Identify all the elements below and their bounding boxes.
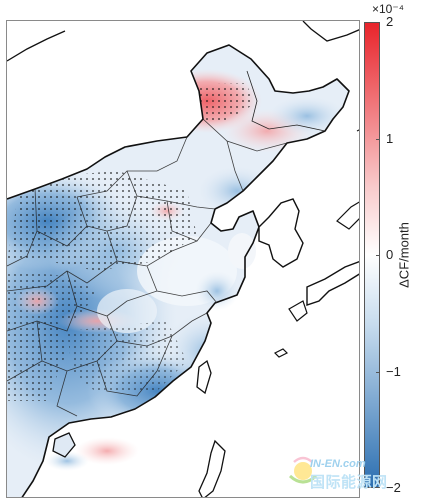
island-coastline: [356, 129, 359, 132]
anomaly-map: [7, 21, 359, 497]
japan-coastline: [336, 201, 359, 230]
korea-coastline: [258, 198, 304, 268]
japan-coastline: [288, 300, 308, 322]
watermark-site: IN-EN.com: [310, 458, 366, 470]
taiwan-coastline: [196, 359, 212, 395]
colorbar-tick-label: 2: [386, 14, 394, 29]
colorbar-tick-mark: [376, 371, 380, 373]
colorbar-exponent-label: ×10⁻⁴: [372, 2, 404, 16]
colorbar-tick-label: −2: [386, 480, 401, 495]
mainland-coastline: [7, 44, 350, 497]
ocean-anomaly-patch: [228, 233, 256, 269]
ocean-anomaly-patch: [45, 451, 89, 471]
watermark-text: 国际能源网: [310, 474, 388, 491]
watermark: IN-EN.com 国际能源网: [286, 452, 406, 496]
japan-coastline: [306, 261, 359, 306]
colorbar-tick-label: −1: [386, 363, 401, 379]
colorbar-tick-label: 1: [386, 130, 394, 146]
watermark-logo-icon: [288, 456, 318, 484]
colorbar-unit-label: ΔCF/month: [396, 222, 412, 288]
colorbar-tick-mark: [376, 22, 380, 23]
hainan-coastline: [52, 432, 76, 458]
colorbar-tick-mark: [376, 138, 380, 140]
russia-coastline: [302, 21, 359, 42]
island-coastline: [273, 348, 289, 358]
province-borders: [7, 118, 288, 417]
anomaly-field: [7, 45, 349, 497]
philippines-coastline: [198, 439, 226, 497]
russia-coastline: [7, 30, 66, 62]
ocean-anomaly-patch: [75, 437, 139, 465]
colorbar-tick-mark: [376, 255, 380, 256]
province-borders: [246, 70, 326, 132]
colorbar-tick-label: 0: [386, 247, 394, 262]
ocean-anomaly-patch: [195, 271, 239, 311]
map-panel: [6, 20, 360, 498]
colorbar-tick-mark: [376, 487, 380, 488]
